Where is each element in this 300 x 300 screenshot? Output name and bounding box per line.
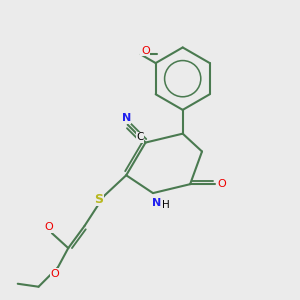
Text: O: O xyxy=(50,269,59,279)
Text: O: O xyxy=(45,222,53,232)
Text: H: H xyxy=(162,200,170,210)
Text: N: N xyxy=(122,113,131,123)
Text: O: O xyxy=(141,46,150,56)
Text: O: O xyxy=(218,179,226,189)
Text: S: S xyxy=(94,193,103,206)
Text: N: N xyxy=(152,198,161,208)
Text: C: C xyxy=(136,132,144,142)
